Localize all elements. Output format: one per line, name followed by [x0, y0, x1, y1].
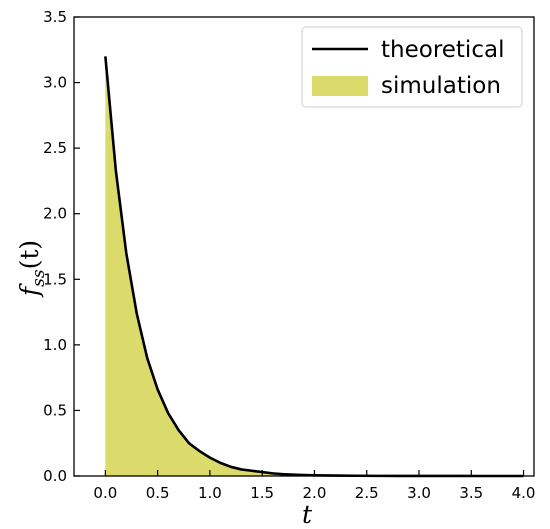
x-tick-label: 1.0: [198, 484, 222, 502]
x-axis-label: t: [302, 500, 313, 529]
x-tick-label: 0.5: [146, 484, 170, 502]
theoretical-line-layer: [104, 56, 524, 478]
x-tick-label: 2.5: [355, 484, 379, 502]
legend-theoretical-label: theoretical: [381, 37, 504, 63]
y-tick-label: 0.0: [43, 467, 67, 485]
x-tick-label: 1.5: [250, 484, 274, 502]
y-tick-label: 2.5: [43, 139, 67, 157]
y-tick-label: 2.0: [43, 205, 67, 223]
x-ticks: 0.0 0.5 1.0 1.5 2.0 2.5 3.0 3.5 4.0: [93, 470, 535, 502]
plot-frame: [73, 16, 535, 477]
x-tick-label: 2.0: [303, 484, 327, 502]
y-tick-label: 3.5: [43, 8, 67, 26]
y-ticks: 0.0 0.5 1.0 1.5 2.0 2.5 3.0 3.5: [43, 8, 80, 485]
simulation-area: [105, 56, 524, 476]
y-axis-label-main: f: [15, 283, 44, 298]
x-tick-label: 0.0: [93, 484, 117, 502]
x-tick-label: 3.0: [407, 484, 431, 502]
x-tick-label: 3.5: [459, 484, 483, 502]
theoretical-line: [104, 56, 524, 478]
y-axis-label-subscript: ss: [29, 269, 49, 287]
y-axis-label-argument: (t): [15, 240, 44, 270]
y-tick-label: 0.5: [43, 401, 67, 419]
y-axis-label: fss(t): [15, 240, 49, 298]
y-tick-label: 1.0: [43, 336, 67, 354]
simulation-area-layer: [105, 56, 524, 476]
x-tick-label: 4.0: [512, 484, 536, 502]
legend-simulation-swatch: [312, 76, 368, 96]
y-tick-label: 3.0: [43, 74, 67, 92]
legend: theoretical simulation: [301, 26, 523, 108]
y-tick-label: 1.5: [43, 270, 67, 288]
legend-simulation-label: simulation: [381, 73, 501, 99]
